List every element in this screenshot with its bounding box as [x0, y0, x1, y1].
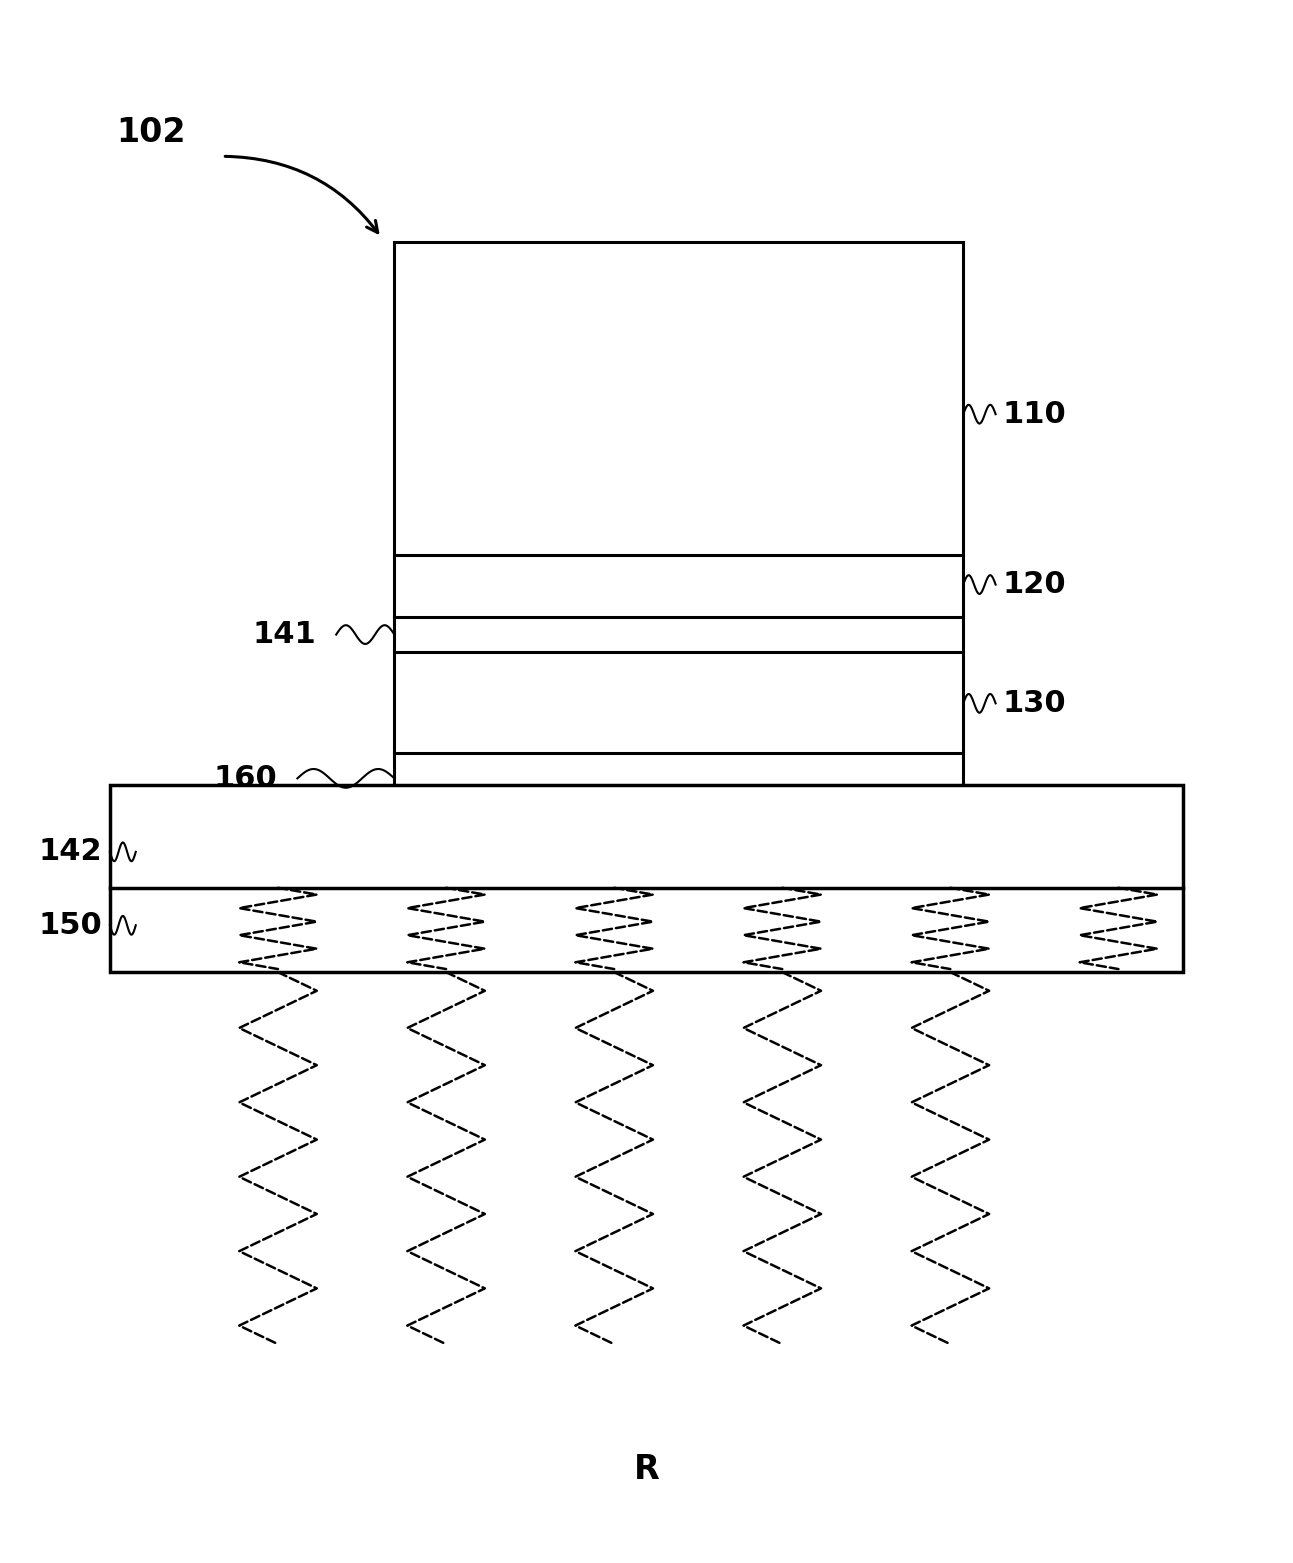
Text: 141: 141	[252, 621, 315, 649]
Text: 120: 120	[1002, 570, 1065, 599]
Text: 110: 110	[1002, 400, 1065, 428]
Text: 160: 160	[213, 764, 277, 792]
Text: 102: 102	[116, 116, 186, 150]
Bar	[110, 785, 1183, 972]
Text: 150: 150	[39, 911, 102, 939]
Text: 130: 130	[1002, 689, 1065, 717]
Text: R: R	[634, 1452, 659, 1486]
Bar	[394, 242, 963, 844]
Text: 142: 142	[39, 838, 102, 866]
